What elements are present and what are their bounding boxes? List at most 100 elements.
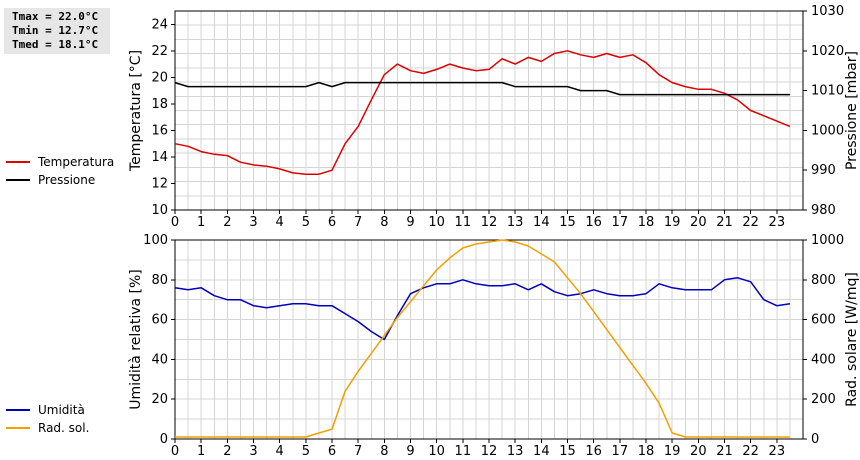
legend-label-radiation: Rad. sol. [38,421,90,435]
x-tick-label: 1 [197,444,205,459]
x-tick-label: 5 [302,215,310,230]
legend-swatch-pressure [6,179,30,181]
x-tick-label: 10 [428,444,445,459]
y-tick-label-right: 1000 [811,123,844,138]
y-tick-label-right: 1000 [811,233,844,248]
legend-label-humidity: Umidità [38,403,85,417]
series-line-umidità [174,277,791,341]
x-tick-label: 12 [481,215,498,230]
legend-swatch-temperature [6,161,30,163]
y-tick-label-left: 22 [151,44,168,59]
x-tick-label: 3 [249,215,257,230]
y-tick-label-left: 24 [151,17,168,32]
x-tick-label: 8 [380,215,388,230]
x-tick-label: 18 [638,215,655,230]
legend-item-humidity: Umidità [6,401,89,419]
tmed-text: Tmed = 18.1°C [12,38,99,51]
y-tick-label-left: 0 [160,432,168,447]
legend-top: Temperatura Pressione [6,153,114,189]
y-axis-title-right: Pressione [mbar] [844,51,860,170]
y-tick-label-right: 600 [811,313,836,328]
y-tick-label-right: 990 [811,163,836,178]
x-tick-label: 8 [380,444,388,459]
x-tick-label: 14 [533,215,550,230]
x-tick-label: 23 [769,215,786,230]
y-tick-label-left: 18 [151,97,168,112]
x-tick-label: 16 [585,215,602,230]
x-tick-label: 17 [612,444,629,459]
legend-item-radiation: Rad. sol. [6,419,89,437]
x-tick-label: 9 [406,444,414,459]
x-tick-label: 6 [328,444,336,459]
y-tick-label-left: 100 [143,233,168,248]
x-tick-label: 17 [612,215,629,230]
x-tick-label: 14 [533,444,550,459]
y-axis-title-left: Temperatura [°C] [128,50,144,172]
series-line-rad-sol [175,239,790,438]
series-line-temperatura [174,50,791,175]
series-line-pressione [174,81,790,96]
x-tick-label: 3 [249,444,257,459]
x-tick-label: 15 [559,444,576,459]
x-tick-label: 13 [507,444,524,459]
stats-box: Tmax = 22.0°C Tmin = 12.7°C Tmed = 18.1°… [4,8,110,54]
x-tick-label: 13 [507,215,524,230]
x-tick-label: 9 [406,215,414,230]
y-tick-label-left: 10 [151,203,168,218]
y-tick-label-right: 1020 [811,44,844,59]
y-tick-label-right: 400 [811,352,836,367]
x-tick-label: 23 [769,444,786,459]
y-tick-label-left: 40 [151,352,168,367]
y-tick-label-right: 200 [811,392,836,407]
x-tick-label: 19 [664,444,681,459]
y-tick-label-right: 980 [811,203,836,218]
x-tick-label: 22 [742,444,759,459]
y-tick-label-left: 20 [151,70,168,85]
x-tick-label: 7 [354,215,362,230]
x-tick-label: 11 [455,444,472,459]
x-tick-label: 16 [585,444,602,459]
x-tick-label: 21 [716,215,733,230]
y-tick-label-left: 20 [151,392,168,407]
x-tick-label: 6 [328,215,336,230]
x-tick-label: 21 [716,444,733,459]
x-tick-label: 20 [690,444,707,459]
x-tick-label: 4 [276,444,284,459]
y-tick-label-right: 1030 [811,4,844,19]
x-tick-label: 10 [428,215,445,230]
y-tick-label-left: 16 [151,123,168,138]
legend-swatch-radiation [6,427,30,429]
x-tick-label: 12 [481,444,498,459]
x-tick-label: 11 [455,215,472,230]
legend-bottom: Umidità Rad. sol. [6,401,89,437]
x-tick-label: 15 [559,215,576,230]
y-tick-label-left: 60 [151,313,168,328]
y-tick-label-left: 80 [151,273,168,288]
x-tick-label: 20 [690,215,707,230]
y-tick-label-right: 800 [811,273,836,288]
x-tick-label: 18 [638,444,655,459]
x-tick-label: 5 [302,444,310,459]
x-tick-label: 2 [223,444,231,459]
x-tick-label: 4 [276,215,284,230]
x-tick-label: 1 [197,215,205,230]
legend-label-pressure: Pressione [38,173,96,187]
legend-item-pressure: Pressione [6,171,114,189]
x-tick-label: 2 [223,215,231,230]
y-tick-label-left: 12 [151,176,168,191]
legend-item-temperature: Temperatura [6,153,114,171]
legend-swatch-humidity [6,409,30,411]
y-axis-title-right: Rad. solare [W/mq] [844,272,860,407]
y-axis-title-left: Umidità relativa [%] [128,269,144,410]
x-tick-label: 19 [664,215,681,230]
x-tick-label: 0 [171,444,179,459]
y-tick-label-left: 14 [151,150,168,165]
y-tick-label-right: 0 [811,432,819,447]
x-tick-label: 22 [742,215,759,230]
legend-label-temperature: Temperatura [38,155,115,169]
y-tick-label-right: 1010 [811,84,844,99]
x-tick-label: 7 [354,444,362,459]
tmax-text: Tmax = 22.0°C [12,10,99,23]
tmin-text: Tmin = 12.7°C [12,24,99,37]
